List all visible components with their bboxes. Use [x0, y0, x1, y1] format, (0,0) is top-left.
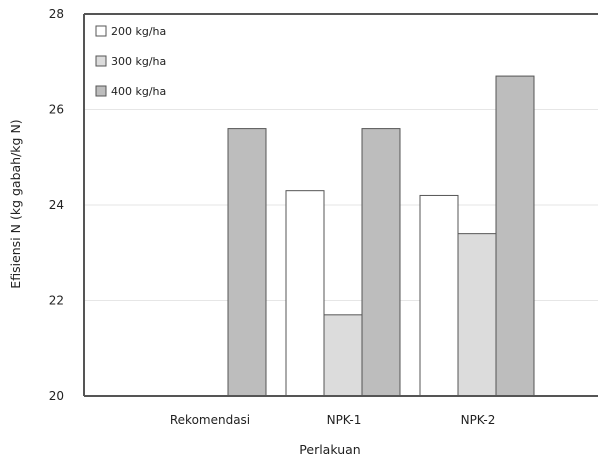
y-tick-label: 20: [49, 389, 64, 403]
x-axis-title: Perlakuan: [299, 442, 360, 457]
x-tick-label: NPK-1: [327, 413, 362, 427]
legend: 200 kg/ha 300 kg/ha 400 kg/ha: [95, 25, 166, 98]
bar: [285, 190, 325, 397]
bar: [495, 75, 535, 397]
legend-label: 300 kg/ha: [111, 55, 166, 68]
x-tick-label: NPK-2: [461, 413, 496, 427]
axes: [83, 13, 598, 397]
y-tick-label: 26: [49, 103, 64, 117]
x-tick-label: Rekomendasi: [170, 413, 250, 427]
bar: [227, 128, 267, 397]
legend-swatch: [95, 85, 107, 97]
y-tick-labels: 20 22 24 26 28: [49, 7, 64, 403]
bar: [361, 128, 401, 397]
y-tick-label: 24: [49, 198, 64, 212]
x-tick-labels: Rekomendasi NPK-1 NPK-2: [170, 413, 496, 427]
bar: [419, 194, 459, 397]
bar: [323, 314, 363, 397]
bar: [457, 233, 497, 397]
legend-label: 200 kg/ha: [111, 25, 166, 38]
bars: [227, 75, 535, 397]
legend-label: 400 kg/ha: [111, 85, 166, 98]
y-tick-label: 28: [49, 7, 64, 21]
legend-swatch: [95, 25, 107, 37]
legend-swatch: [95, 55, 107, 67]
y-axis-title: Efisiensi N (kg gabah/kg N): [8, 119, 23, 288]
y-tick-label: 22: [49, 294, 64, 308]
